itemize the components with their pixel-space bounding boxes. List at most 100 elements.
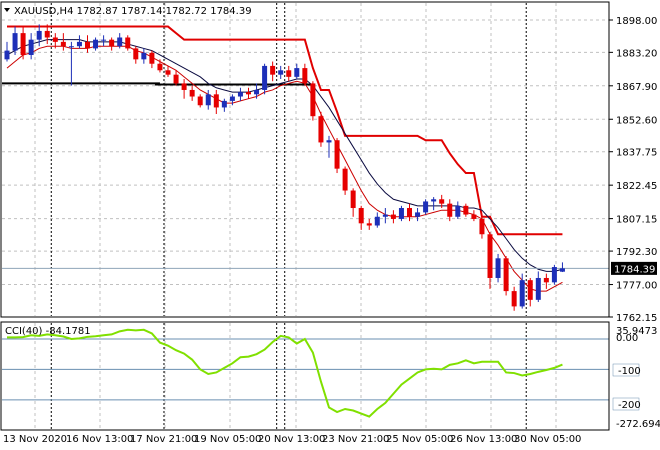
candle-body [551, 267, 557, 283]
candle-body [205, 94, 211, 106]
current-price-tag: 1784.39 [611, 261, 657, 275]
cci-max-label: 35.9473 [616, 326, 657, 337]
candle [205, 89, 211, 110]
price-axis: 1898.00 1883.20 1867.90 1852.60 1837.75 … [616, 16, 657, 324]
candle-body [559, 268, 565, 272]
cci-minus100-label: -100 [618, 366, 641, 377]
candle-body [76, 41, 82, 47]
candle [76, 35, 82, 49]
price-tick-label: 1807.15 [616, 215, 657, 226]
candle [254, 83, 260, 99]
candle-body [173, 74, 179, 84]
candle [382, 208, 388, 224]
time-tick-label: 16 Nov 13:00 [66, 434, 133, 445]
price-tick-label: 1883.20 [616, 48, 657, 59]
candle [415, 208, 421, 222]
candlesticks[interactable] [4, 24, 565, 311]
candle-body [93, 39, 99, 49]
candle [165, 65, 171, 77]
candle-body [60, 41, 66, 47]
candle [398, 205, 404, 222]
time-tick-label: 26 Nov 13:00 [450, 434, 517, 445]
candle [326, 135, 332, 158]
candle [12, 26, 18, 55]
candle-body [487, 234, 493, 278]
current-price-box [611, 261, 657, 275]
candle [141, 48, 147, 64]
candle-body [439, 199, 445, 204]
candle [181, 79, 187, 99]
cci-minus200-label: -200 [618, 400, 641, 411]
candle [270, 61, 276, 82]
candle-body [68, 46, 74, 48]
candle-body [366, 223, 372, 226]
candle [487, 232, 493, 289]
resistance-step-line [7, 25, 563, 236]
candle-body [229, 96, 235, 101]
candle-body [278, 70, 284, 75]
candle [479, 216, 485, 239]
candle-body [286, 70, 292, 77]
candle [471, 210, 477, 222]
fast-ma-line [6, 45, 563, 292]
candle-body [213, 94, 219, 108]
candle [310, 81, 316, 121]
price-tick-label: 1777.00 [616, 281, 657, 292]
candle [527, 277, 533, 307]
candle [68, 41, 74, 86]
candle-body [189, 89, 195, 97]
price-tick-label: 1837.75 [616, 148, 657, 159]
candle [366, 218, 372, 230]
candle [278, 65, 284, 80]
candle [342, 166, 348, 195]
time-tick-label: 25 Nov 05:00 [386, 434, 453, 445]
candle-body [358, 208, 364, 224]
candle [503, 256, 509, 296]
symbol-header: XAUUSD,H4 1782.87 1787.14 1782.72 1784.3… [14, 6, 252, 17]
candle [117, 33, 123, 49]
candle-body [117, 37, 123, 47]
candle-body [85, 41, 90, 49]
candle-body [109, 39, 115, 47]
candle [294, 63, 300, 80]
candle-body [101, 39, 107, 41]
candle-body [125, 37, 131, 49]
time-axis: 13 Nov 2020 16 Nov 13:00 17 Nov 21:00 19… [3, 434, 581, 445]
candle [36, 24, 42, 47]
price-tick-label: 1822.45 [616, 181, 657, 192]
candle-body [141, 52, 147, 60]
candle-body [415, 212, 421, 217]
dropdown-triangle-icon[interactable] [4, 8, 10, 12]
candle-body [342, 168, 348, 191]
candle [44, 24, 50, 45]
candle-body [535, 277, 541, 300]
candle [318, 111, 324, 147]
candle [551, 264, 557, 285]
candle [229, 94, 235, 106]
time-tick-label: 23 Nov 21:00 [322, 434, 389, 445]
candle [447, 199, 453, 222]
candle-body [326, 140, 332, 143]
slow-ma-line [6, 39, 563, 272]
candle-body [197, 96, 203, 106]
candle-body [12, 33, 18, 51]
candle-body [36, 30, 42, 40]
candle [109, 37, 115, 51]
candle [535, 271, 541, 303]
candle-body [471, 214, 477, 219]
cci-title: CCI(40) -84.1781 [5, 326, 91, 337]
candle-body [334, 140, 340, 169]
candle-body [237, 92, 243, 97]
cci-line [7, 328, 563, 418]
candle-body [246, 92, 251, 95]
candle-body [20, 33, 26, 55]
candle [60, 33, 66, 51]
candle-body [527, 280, 533, 300]
candle [157, 59, 163, 73]
candle [543, 273, 549, 289]
cci-min-label: -272.694 [616, 419, 660, 430]
candle-body [519, 280, 525, 307]
price-tick-label: 1852.60 [616, 115, 657, 126]
